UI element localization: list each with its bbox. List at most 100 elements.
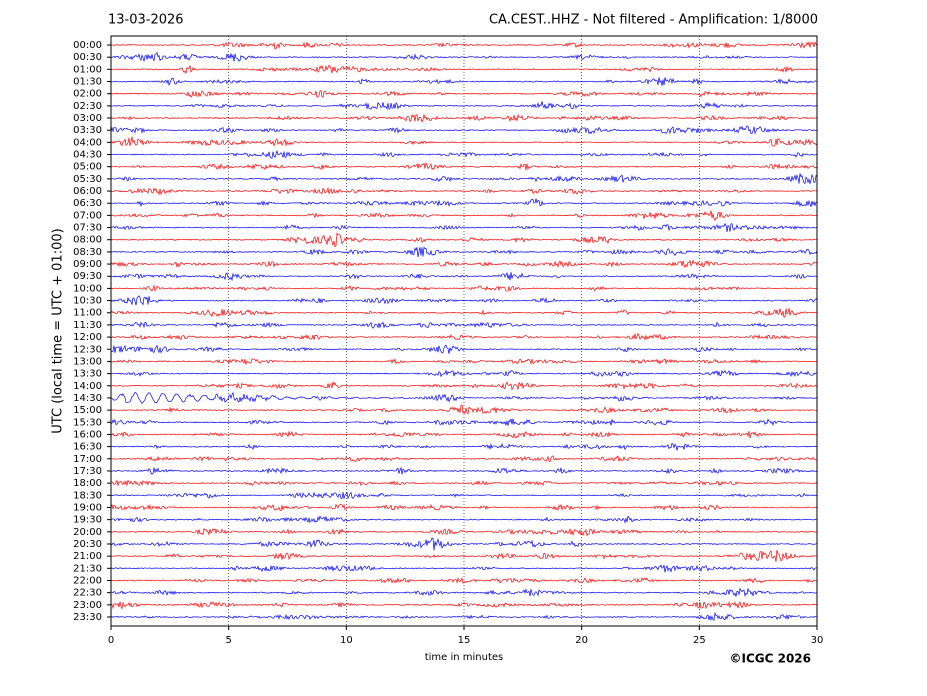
trace — [110, 64, 818, 75]
trace — [110, 503, 818, 512]
trace — [110, 246, 818, 258]
y-tick-label: 17:30 — [73, 466, 102, 477]
y-tick-label: 17:00 — [73, 454, 102, 465]
trace — [110, 515, 818, 524]
trace — [110, 77, 818, 86]
y-tick-label: 09:30 — [73, 271, 102, 282]
trace — [110, 101, 818, 110]
trace — [110, 601, 818, 610]
y-tick-label: 14:00 — [73, 381, 102, 392]
y-tick-label: 18:30 — [73, 490, 102, 501]
trace — [110, 418, 818, 426]
trace — [110, 381, 818, 391]
x-tick-label: 0 — [108, 635, 114, 646]
trace — [110, 564, 818, 573]
y-tick-label: 00:00 — [73, 40, 102, 51]
y-tick-label: 18:00 — [73, 478, 102, 489]
trace — [110, 113, 818, 123]
y-tick-label: 21:00 — [73, 551, 102, 562]
trace — [110, 271, 818, 282]
y-tick-label: 15:00 — [73, 405, 102, 416]
credit: ©ICGC 2026 — [729, 652, 811, 666]
trace — [110, 479, 818, 487]
trace — [110, 587, 818, 597]
trace — [110, 308, 818, 318]
y-tick-label: 05:00 — [73, 162, 102, 173]
y-tick-label: 20:00 — [73, 527, 102, 538]
grid — [228, 36, 700, 626]
trace — [110, 52, 818, 62]
y-tick-label: 06:00 — [73, 186, 102, 197]
x-tick-label: 5 — [225, 635, 231, 646]
x-tick-label: 30 — [811, 635, 824, 646]
trace — [110, 89, 817, 98]
trace — [110, 442, 818, 451]
y-axis-label: UTC (local time = UTC + 01:00) — [51, 228, 66, 433]
trace — [110, 295, 818, 306]
trace — [110, 537, 818, 551]
trace — [110, 391, 818, 404]
trace — [110, 232, 818, 248]
y-tick-label: 08:30 — [73, 247, 102, 258]
trace — [110, 136, 818, 147]
traces — [110, 40, 818, 622]
x-tick-label: 10 — [340, 635, 353, 646]
trace — [110, 491, 818, 500]
y-tick-label: 16:00 — [73, 429, 102, 440]
trace — [110, 321, 818, 329]
trace — [110, 576, 818, 584]
y-tick-label: 09:00 — [73, 259, 102, 270]
y-tick-label: 14:30 — [73, 393, 102, 404]
trace — [110, 40, 818, 50]
y-tick-label: 12:30 — [73, 344, 102, 355]
y-tick-label: 07:30 — [73, 223, 102, 234]
x-tick-label: 15 — [458, 635, 471, 646]
trace — [110, 344, 818, 354]
trace — [110, 549, 818, 563]
y-tick-label: 11:00 — [73, 308, 102, 319]
y-tick-label: 22:30 — [73, 588, 102, 599]
trace — [110, 455, 818, 463]
y-tick-label: 11:30 — [73, 320, 102, 331]
y-tick-label: 12:00 — [73, 332, 102, 343]
trace — [110, 358, 818, 365]
trace — [110, 430, 818, 439]
y-tick-label: 01:00 — [73, 64, 102, 75]
trace — [110, 611, 818, 622]
chart-title: CA.CEST..HHZ - Not filtered - Amplificat… — [489, 13, 818, 28]
y-tick-label: 02:00 — [73, 89, 102, 100]
trace — [110, 466, 818, 475]
y-tick-label: 10:00 — [73, 283, 102, 294]
trace — [110, 369, 818, 378]
y-tick-label: 19:30 — [73, 515, 102, 526]
y-tick-label: 10:30 — [73, 296, 102, 307]
y-tick-label: 20:30 — [73, 539, 102, 550]
trace — [110, 186, 818, 196]
trace — [110, 223, 818, 233]
y-tick-label: 22:00 — [73, 575, 102, 586]
x-axis-label: time in minutes — [425, 652, 504, 663]
y-tick-label: 01:30 — [73, 77, 102, 88]
y-tick-label: 03:30 — [73, 125, 102, 136]
y-tick-label: 03:00 — [73, 113, 102, 124]
trace — [110, 259, 818, 269]
x-tick-label: 25 — [693, 635, 706, 646]
y-tick-label: 16:30 — [73, 442, 102, 453]
trace — [110, 527, 818, 537]
y-tick-label: 04:30 — [73, 150, 102, 161]
y-tick-label: 07:00 — [73, 210, 102, 221]
date: 13-03-2026 — [108, 13, 184, 28]
x-tick-label: 20 — [575, 635, 588, 646]
y-tick-label: 23:30 — [73, 612, 102, 623]
y-tick-label: 19:00 — [73, 502, 102, 513]
y-tick-label: 13:00 — [73, 356, 102, 367]
y-tick-label: 23:00 — [73, 600, 102, 611]
y-tick-label: 04:00 — [73, 137, 102, 148]
trace — [110, 210, 818, 222]
trace — [110, 284, 818, 292]
trace — [110, 404, 818, 415]
y-tick-label: 13:30 — [73, 369, 102, 380]
y-tick-label: 21:30 — [73, 563, 102, 574]
